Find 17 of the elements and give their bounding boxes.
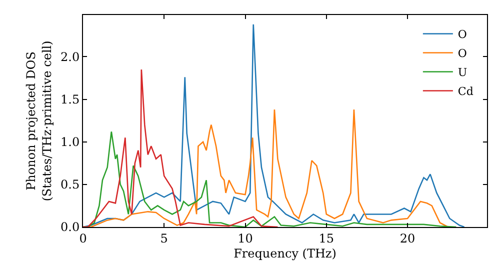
- x-tick-label: 5: [160, 231, 168, 246]
- y-tick-label: 1.5: [60, 92, 80, 106]
- legend-label: Cd: [458, 85, 474, 98]
- legend-label: O: [458, 28, 467, 42]
- line-series: [83, 68, 278, 227]
- x-axis-title: Frequency (THz): [234, 246, 336, 260]
- y-tick-label: 0.0: [60, 220, 80, 234]
- x-tick-label: 0: [79, 231, 87, 246]
- x-tick-label: 10: [238, 231, 253, 246]
- y-tick-label: 1.0: [60, 135, 80, 150]
- y-tick-label: 0.5: [60, 178, 80, 192]
- legend-label: U: [458, 66, 468, 80]
- x-tick-label: 20: [400, 231, 416, 246]
- y-axis-title: Phonon projected DOS (States/THz·primitive cell): [24, 40, 54, 202]
- y-tick-label: 2.0: [60, 50, 80, 64]
- legend-label: O: [458, 47, 467, 60]
- x-tick-label: 15: [318, 231, 334, 246]
